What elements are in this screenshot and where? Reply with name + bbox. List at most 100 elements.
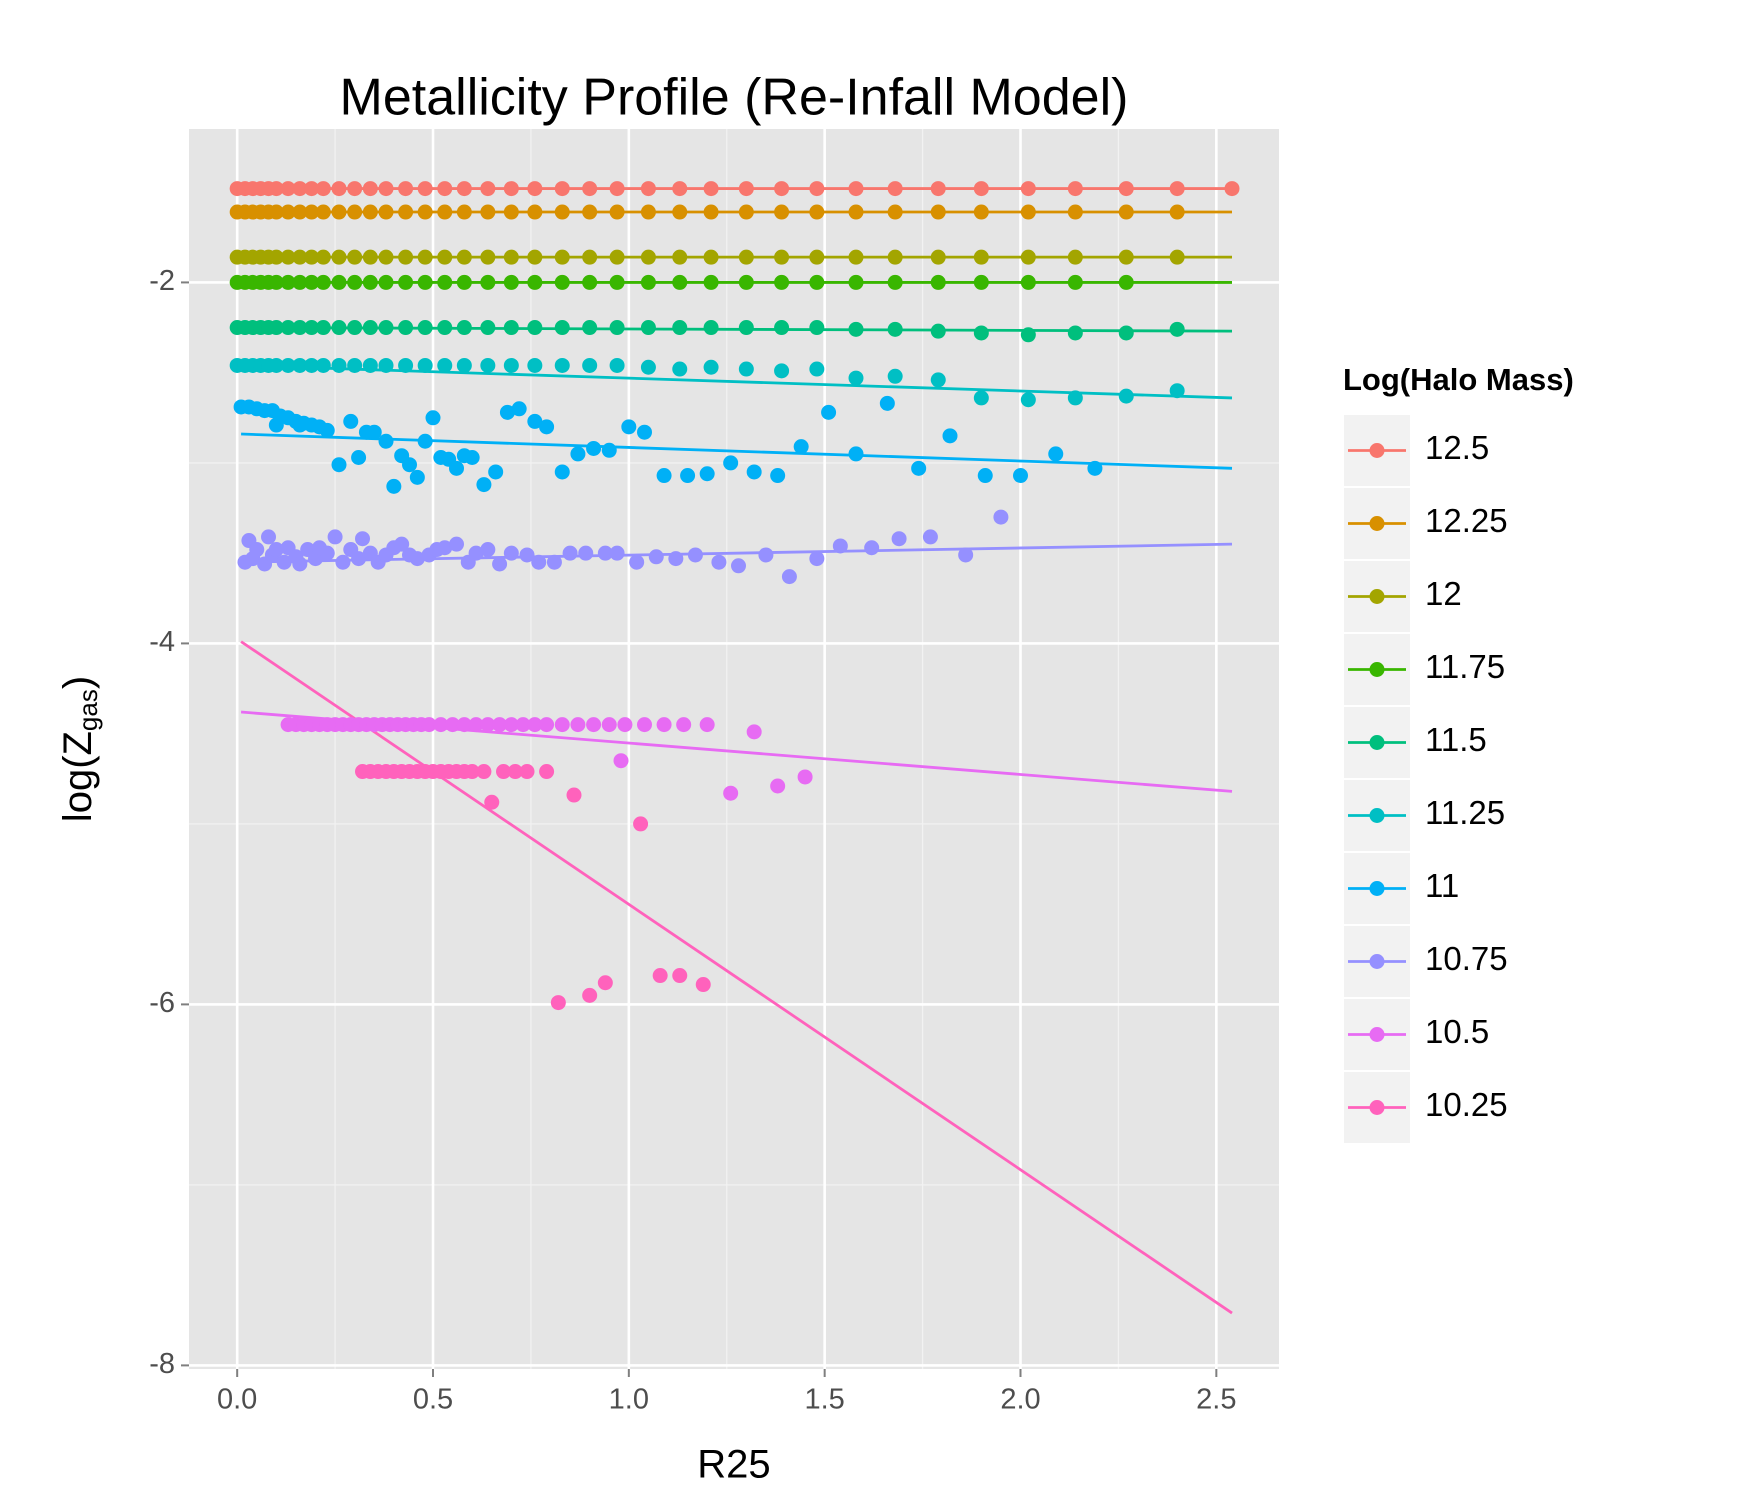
point — [848, 204, 864, 220]
point — [304, 357, 320, 373]
point — [613, 753, 629, 769]
point — [738, 204, 754, 220]
point — [402, 457, 418, 473]
x-tick-label: 1.0 — [609, 1384, 649, 1416]
point — [398, 357, 414, 373]
point — [570, 717, 586, 733]
point — [640, 359, 656, 375]
point — [304, 274, 320, 290]
point — [821, 404, 837, 420]
point — [848, 249, 864, 265]
point — [417, 357, 433, 373]
legend-point — [1369, 516, 1385, 531]
point — [809, 181, 825, 197]
point — [609, 357, 625, 373]
point — [378, 274, 394, 290]
point — [609, 545, 625, 561]
point — [703, 274, 719, 290]
point — [797, 769, 813, 785]
point — [930, 274, 946, 290]
point — [887, 181, 903, 197]
point — [738, 320, 754, 336]
point — [887, 204, 903, 220]
axes: 0.0 0.5 1.0 1.5 2.0 2.5 -8 -6 -4 -2 — [149, 265, 1236, 1416]
point — [378, 181, 394, 197]
point — [597, 975, 613, 991]
point — [496, 764, 512, 780]
point — [609, 249, 625, 265]
fit-line — [240, 640, 1233, 1315]
point — [292, 556, 308, 572]
legend-point — [1369, 1100, 1385, 1115]
point — [503, 204, 519, 220]
point — [640, 181, 656, 197]
point — [973, 204, 989, 220]
chart-title: Metallicity Profile (Re-Infall Model) — [340, 69, 1129, 127]
point — [973, 390, 989, 406]
point — [378, 320, 394, 336]
point — [879, 395, 895, 411]
point — [366, 424, 382, 440]
legend-point — [1369, 954, 1385, 969]
point — [609, 204, 625, 220]
point — [848, 274, 864, 290]
y-label-base: log(Z — [56, 731, 100, 822]
point — [832, 538, 848, 554]
point — [809, 551, 825, 567]
point — [554, 274, 570, 290]
point — [268, 204, 284, 220]
point — [793, 439, 809, 455]
point — [292, 357, 308, 373]
legend-label: 11 — [1425, 867, 1459, 904]
point — [503, 717, 519, 733]
point — [261, 529, 277, 545]
point — [1067, 274, 1083, 290]
point — [582, 357, 598, 373]
point — [456, 204, 472, 220]
point — [1020, 274, 1036, 290]
point — [268, 181, 284, 197]
point — [315, 181, 331, 197]
point — [887, 368, 903, 384]
point — [456, 181, 472, 197]
point — [503, 181, 519, 197]
point — [304, 249, 320, 265]
point — [280, 204, 296, 220]
point — [437, 181, 453, 197]
point — [676, 717, 692, 733]
legend-label: 12.25 — [1425, 502, 1508, 539]
point — [672, 181, 688, 197]
point — [774, 274, 790, 290]
point — [417, 320, 433, 336]
point — [476, 764, 492, 780]
point — [437, 357, 453, 373]
point — [292, 204, 308, 220]
point — [315, 357, 331, 373]
point — [930, 249, 946, 265]
point — [331, 457, 347, 473]
point — [774, 204, 790, 220]
point — [480, 717, 496, 733]
point — [292, 274, 308, 290]
point — [703, 249, 719, 265]
y-label-close: ) — [56, 676, 100, 689]
point — [331, 181, 347, 197]
point — [609, 274, 625, 290]
point — [417, 204, 433, 220]
point — [527, 320, 543, 336]
point — [456, 320, 472, 336]
point — [977, 468, 993, 484]
point — [770, 778, 786, 794]
point — [582, 204, 598, 220]
point — [562, 545, 578, 561]
point — [347, 249, 363, 265]
point — [304, 204, 320, 220]
point — [703, 359, 719, 375]
point — [351, 551, 367, 567]
point — [437, 249, 453, 265]
point — [723, 785, 739, 801]
point — [456, 717, 472, 733]
point — [527, 181, 543, 197]
legend-point — [1369, 735, 1385, 750]
